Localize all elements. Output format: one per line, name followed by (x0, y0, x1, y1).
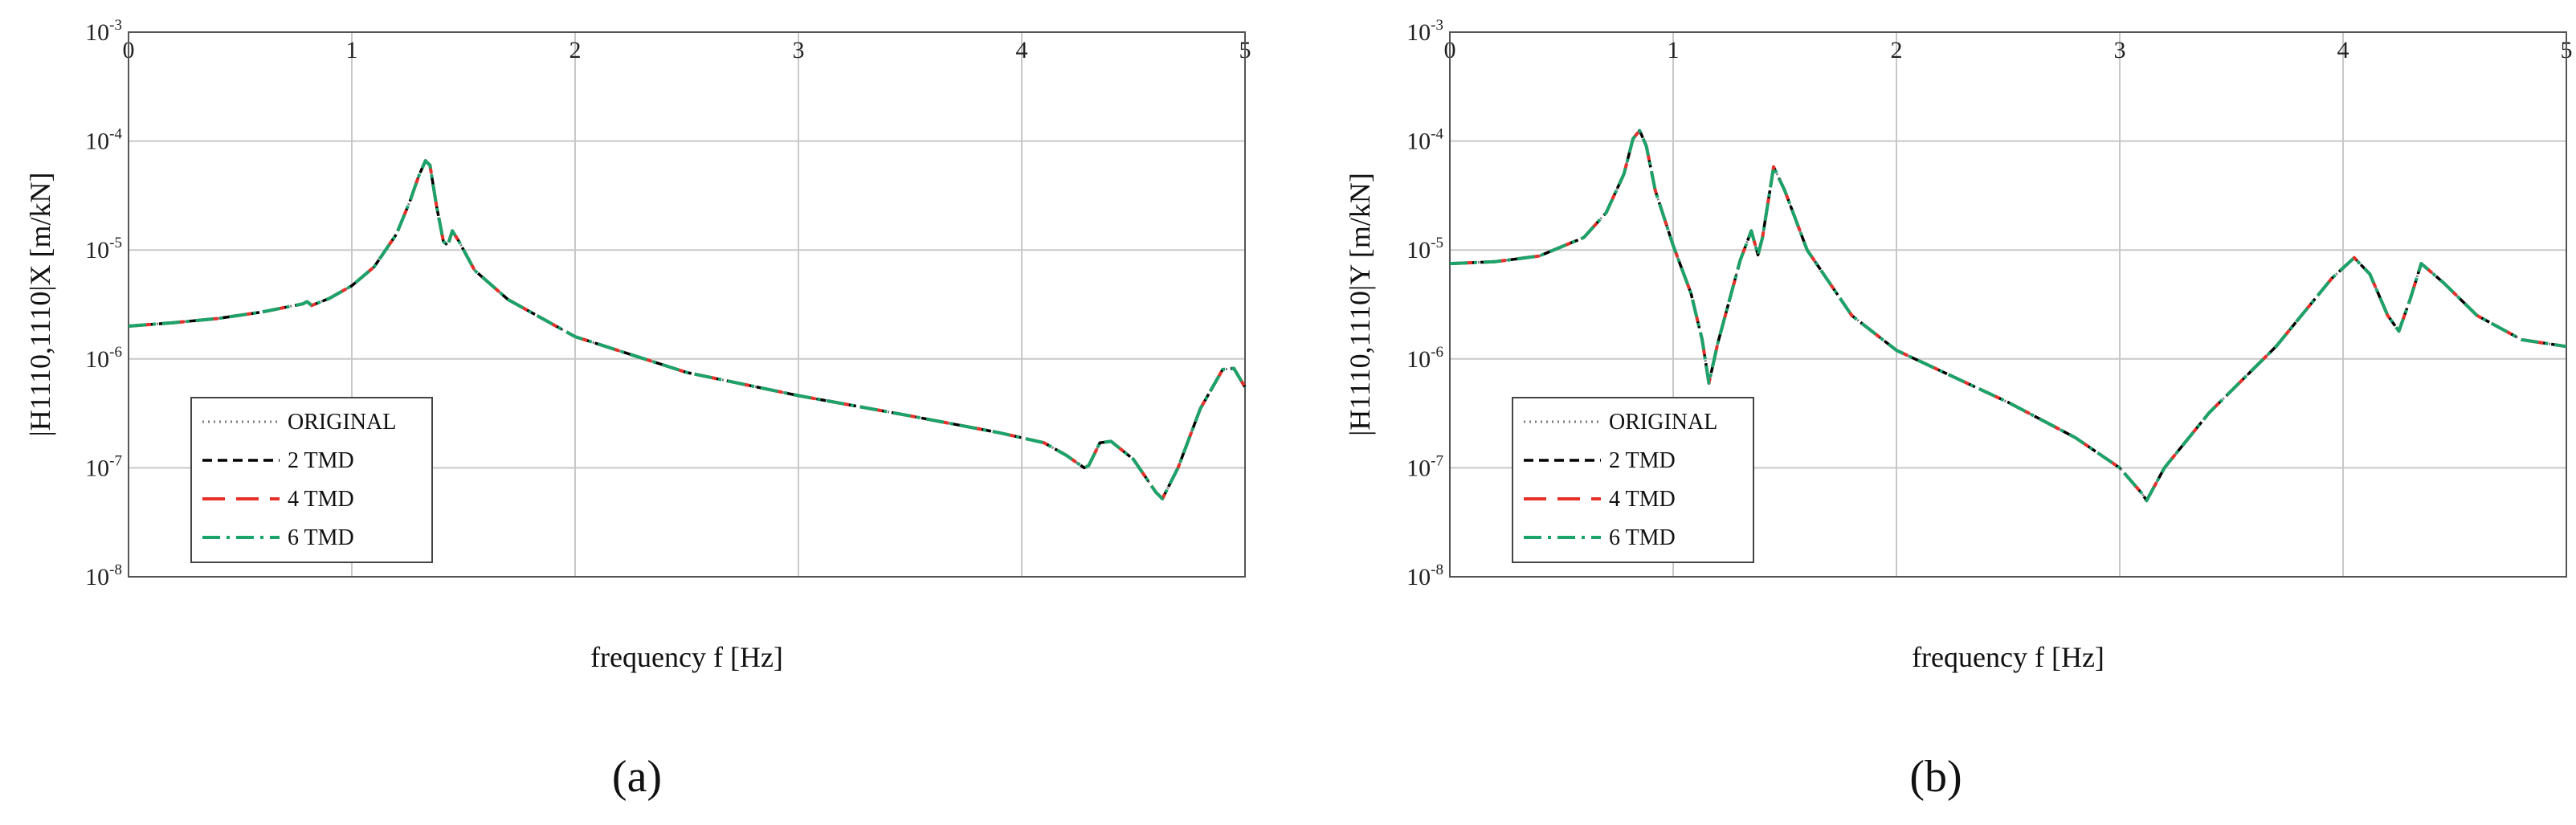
panel-label-b: (b) (1909, 752, 1962, 802)
x-tick-label: 4 (2337, 37, 2349, 63)
x-axis-label: frequency f [Hz] (1912, 641, 2104, 673)
y-tick-label: 10-8 (85, 562, 122, 590)
x-tick-label: 2 (569, 37, 582, 63)
legend-label: 6 TMD (1609, 525, 1676, 550)
y-axis-label: |H1110,1110|X [m/kN] (24, 172, 56, 436)
panel-label-a: (a) (612, 752, 662, 802)
series-line-6-tmd (128, 159, 1247, 500)
x-tick-label: 2 (1891, 37, 1903, 63)
chart-panel-a: 0 1 2 3 4 510-310-410-510-610-710-8ORIGINAL2 … (24, 17, 1251, 673)
legend-label: ORIGINAL (1609, 410, 1717, 435)
chart-panel-b: 0 1 2 3 4 510-310-410-510-610-710-8ORIGINAL2 … (1344, 17, 2573, 673)
x-axis-label: frequency f [Hz] (590, 641, 783, 673)
legend-label: 2 TMD (1609, 448, 1676, 473)
series-line-6-tmd (1449, 129, 2567, 503)
legend-box (1512, 397, 1754, 563)
y-tick-label: 10-3 (1406, 17, 1443, 46)
y-tick-label: 10-3 (85, 17, 122, 46)
x-tick-label: 3 (2114, 37, 2126, 63)
plot-frame (128, 31, 1246, 578)
y-axis-label: |H1110,1110|Y [m/kN] (1344, 173, 1376, 436)
y-tick-label: 10-8 (1406, 562, 1443, 590)
plot-frame (1449, 31, 2567, 578)
legend-label: 2 TMD (288, 448, 354, 473)
y-tick-label: 10-5 (85, 235, 122, 263)
y-tick-label: 10-6 (85, 344, 122, 373)
x-tick-label: 1 (1668, 37, 1680, 63)
legend-label: 4 TMD (1609, 487, 1676, 512)
y-tick-label: 10-4 (1406, 126, 1443, 155)
x-tick-label: 4 (1016, 37, 1028, 63)
y-tick-label: 10-7 (1406, 452, 1443, 481)
y-tick-label: 10-4 (85, 126, 122, 155)
legend-box (190, 397, 433, 563)
y-tick-label: 10-6 (1406, 344, 1443, 373)
series-line-2-tmd (128, 159, 1247, 500)
x-tick-label: 3 (793, 37, 805, 63)
legend-label: 6 TMD (288, 525, 354, 550)
series-line-original (128, 159, 1247, 500)
legend-label: ORIGINAL (288, 410, 396, 435)
y-tick-label: 10-5 (1406, 235, 1443, 263)
legend-label: 4 TMD (288, 487, 354, 512)
y-tick-label: 10-7 (85, 452, 122, 481)
x-tick-label: 1 (346, 37, 358, 63)
